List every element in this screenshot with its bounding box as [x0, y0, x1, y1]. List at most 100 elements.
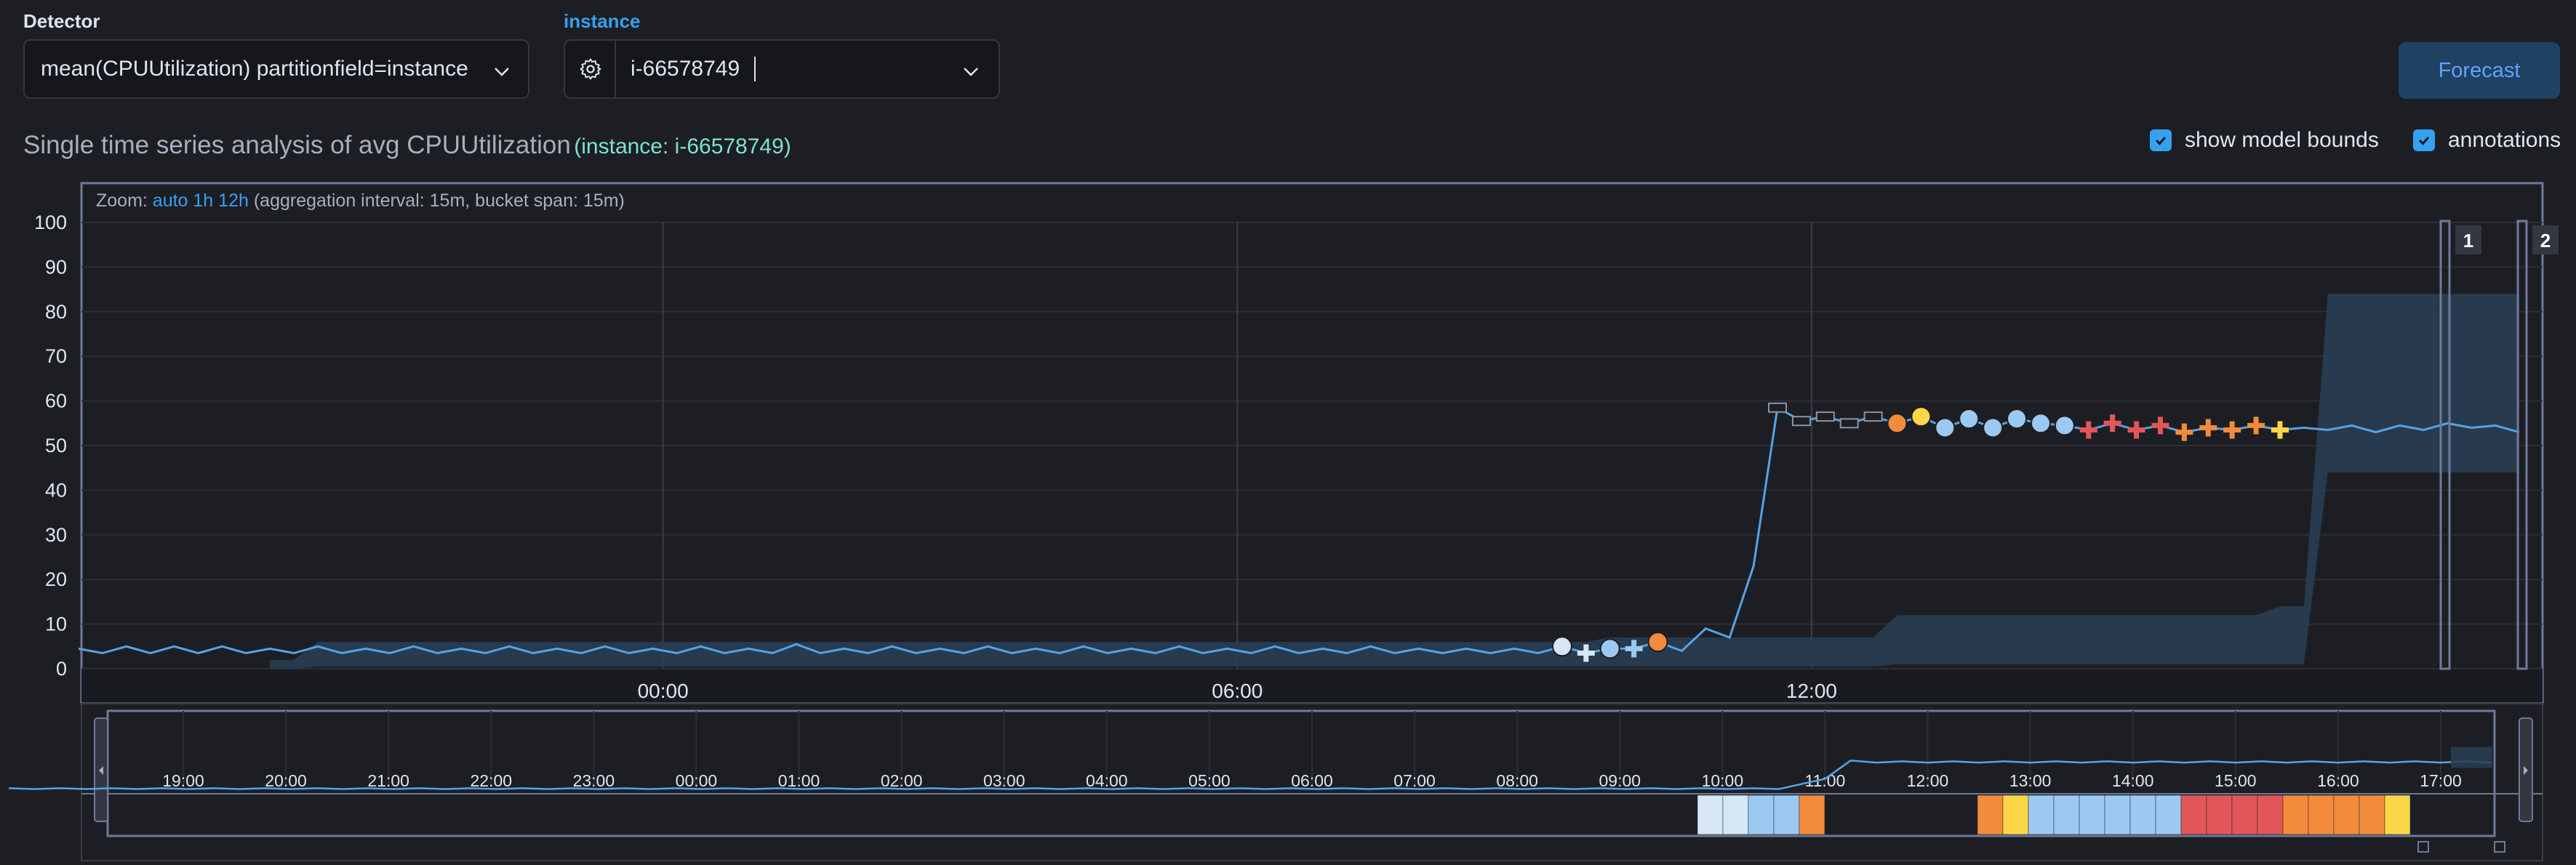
anomaly-marker-minor[interactable] — [1911, 406, 1932, 427]
anomaly-cross-major[interactable] — [2247, 417, 2265, 435]
swimlane-cell-critical[interactable] — [2231, 794, 2258, 835]
model-bounds-label: show model bounds — [2185, 128, 2379, 152]
anomaly-marker-warning[interactable] — [1599, 638, 1620, 659]
anomaly-cross-critical[interactable] — [2103, 414, 2121, 432]
swimlane-cell-warning[interactable] — [2155, 794, 2182, 835]
swimlane-cell-warning[interactable] — [1773, 794, 1800, 835]
anomaly-cross-critical[interactable] — [2151, 417, 2169, 435]
swimlane-cell-warning[interactable] — [2079, 794, 2105, 835]
swimlane-cell-warning[interactable] — [2129, 794, 2156, 835]
swimlane-cell-warning[interactable] — [2053, 794, 2080, 835]
swimlane-cell-warning[interactable] — [1748, 794, 1775, 835]
swimlane-cell-low[interactable] — [1722, 794, 1749, 835]
annotation-label-2: 2 — [2540, 230, 2551, 252]
swimlane-cell-minor[interactable] — [2002, 794, 2029, 835]
anomaly-marker-warning[interactable] — [1935, 417, 1956, 438]
anomaly-cross-warning[interactable] — [1625, 640, 1643, 658]
gear-icon-box[interactable] — [565, 41, 616, 97]
y-tick-label: 20 — [45, 568, 67, 590]
swimlane-cell-major[interactable] — [2359, 794, 2385, 835]
x-tick-label: 06:00 — [1212, 680, 1263, 702]
context-x-tick-label: 22:00 — [470, 771, 512, 790]
anomaly-marker-low[interactable] — [1551, 636, 1572, 657]
aggregation-interval: (aggregation interval: 15m, bucket span:… — [254, 190, 625, 211]
annotations-checkbox[interactable] — [2413, 129, 2435, 151]
chevron-right-icon — [2524, 766, 2528, 775]
context-x-tick-label: 05:00 — [1188, 771, 1231, 790]
anomaly-cross-minor[interactable] — [2271, 421, 2289, 439]
multi-bucket-marker — [1815, 411, 1835, 422]
anomaly-marker-major[interactable] — [1887, 413, 1908, 434]
context-x-tick-label: 14:00 — [2112, 771, 2154, 790]
anomaly-cross-major[interactable] — [2223, 421, 2241, 439]
y-tick-label: 50 — [45, 435, 67, 456]
anomaly-marker-warning[interactable] — [1959, 409, 1980, 430]
context-x-tick-label: 06:00 — [1291, 771, 1333, 790]
swimlane-cell-warning[interactable] — [2028, 794, 2055, 835]
x-tick-label: 12:00 — [1786, 680, 1837, 702]
annotation-badge-2[interactable] — [2532, 225, 2559, 254]
model-bounds-toggle[interactable]: show model bounds — [2150, 128, 2379, 153]
swimlane-cell-major[interactable] — [2333, 794, 2360, 835]
anomaly-cross-critical[interactable] — [2127, 421, 2145, 439]
forecast-button[interactable]: Forecast — [2399, 42, 2560, 99]
annotation-band-2[interactable] — [2516, 220, 2528, 670]
context-x-tick-label: 11:00 — [1805, 771, 1846, 790]
context-x-tick-label: 01:00 — [778, 771, 820, 790]
detector-select[interactable]: mean(CPUUtilization) partitionfield=inst… — [23, 39, 529, 99]
zoom-label: Zoom: — [96, 190, 153, 211]
chevron-down-icon[interactable] — [961, 61, 981, 81]
y-tick-label: 70 — [45, 345, 67, 367]
anomaly-cross-major[interactable] — [2175, 423, 2193, 441]
swimlane-cell-major[interactable] — [2282, 794, 2309, 835]
instance-combobox[interactable]: i-66578749 — [564, 39, 1000, 99]
annotations-label: annotations — [2448, 128, 2561, 152]
context-x-tick-label: 17:00 — [2420, 771, 2462, 790]
context-x-tick-label: 04:00 — [1086, 771, 1128, 790]
context-x-tick-label: 12:00 — [1907, 771, 1949, 790]
swimlane-cell-warning[interactable] — [2104, 794, 2131, 835]
context-x-tick-label: 00:00 — [676, 771, 718, 790]
context-x-tick-label: 21:00 — [367, 771, 409, 790]
swimlane-cell-low[interactable] — [1697, 794, 1724, 835]
y-tick-label: 30 — [45, 524, 67, 546]
anomaly-marker-warning[interactable] — [2007, 409, 2028, 430]
swimlane-cell-critical[interactable] — [2257, 794, 2284, 835]
swimlane-cell-critical[interactable] — [2180, 794, 2207, 835]
zoom-auto-link[interactable]: auto — [153, 190, 193, 211]
zoom-1h-link[interactable]: 1h — [193, 190, 218, 211]
anomaly-marker-warning[interactable] — [2054, 415, 2075, 436]
scroll-handle[interactable] — [2494, 841, 2505, 853]
text-cursor — [754, 57, 756, 81]
anomaly-marker-warning[interactable] — [2030, 413, 2051, 434]
swimlane-cell-minor[interactable] — [2384, 794, 2411, 835]
anomaly-cross-major[interactable] — [2199, 419, 2217, 437]
x-axis-band — [81, 669, 2543, 702]
zoom-12h-link[interactable]: 12h — [218, 190, 254, 211]
page-title: Single time series analysis of avg CPUUt… — [23, 131, 791, 160]
anomaly-cross-low[interactable] — [1577, 644, 1595, 662]
chevron-left-icon — [99, 766, 103, 775]
y-tick-label: 40 — [45, 479, 67, 501]
scroll-handle[interactable] — [2417, 841, 2429, 853]
annotation-band-1[interactable] — [2439, 220, 2451, 670]
anomaly-marker-warning[interactable] — [1983, 417, 2004, 438]
swimlane-cell-major[interactable] — [2308, 794, 2335, 835]
swimlane-cell-critical[interactable] — [2206, 794, 2233, 835]
checkmark-icon — [2155, 137, 2167, 145]
context-x-tick-label: 20:00 — [265, 771, 307, 790]
annotation-badge-1[interactable] — [2455, 225, 2481, 254]
anomaly-marker-major[interactable] — [1647, 632, 1668, 653]
gear-icon — [580, 58, 601, 80]
swimlane-cell-major[interactable] — [1977, 794, 2004, 835]
context-x-tick-label: 09:00 — [1599, 771, 1641, 790]
context-x-tick-label: 03:00 — [983, 771, 1025, 790]
instance-label: instance — [564, 10, 641, 32]
annotations-toggle[interactable]: annotations — [2413, 128, 2561, 153]
model-bounds-checkbox[interactable] — [2150, 129, 2172, 151]
context-x-tick-label: 07:00 — [1393, 771, 1436, 790]
anomaly-cross-critical[interactable] — [2079, 421, 2097, 439]
swimlane-cell-major[interactable] — [1799, 794, 1825, 835]
y-tick-label: 10 — [45, 613, 67, 635]
